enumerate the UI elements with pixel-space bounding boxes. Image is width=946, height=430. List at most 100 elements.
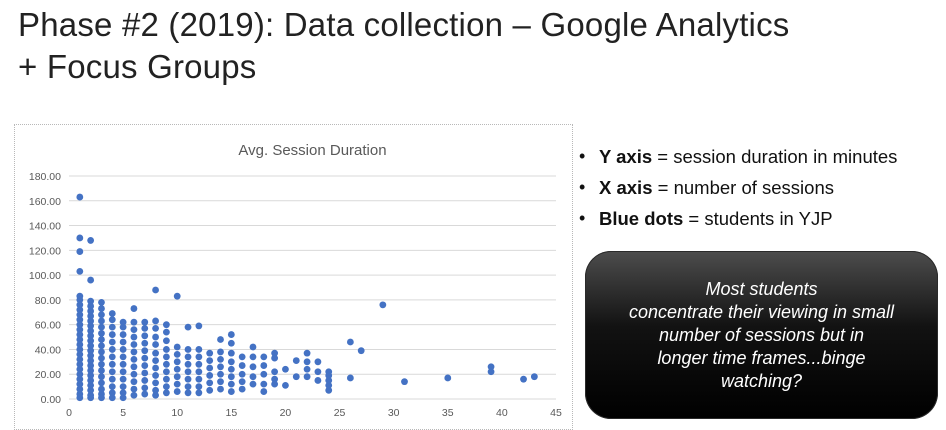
data-point — [249, 363, 257, 371]
data-point — [303, 365, 311, 373]
data-point — [87, 362, 95, 369]
data-point — [87, 327, 95, 335]
bullet-x-axis: X axis = number of sessions — [577, 172, 945, 203]
data-point — [271, 380, 279, 388]
data-point — [98, 298, 105, 306]
data-point — [227, 380, 235, 388]
data-point — [108, 346, 116, 353]
data-point — [98, 373, 105, 381]
data-point — [303, 358, 311, 366]
data-point — [108, 389, 116, 397]
data-point — [184, 323, 192, 331]
data-point — [379, 301, 387, 309]
bullet-y-axis-desc: = session duration in minutes — [652, 146, 898, 167]
y-tick-label: 40.00 — [35, 344, 61, 356]
x-tick-label: 15 — [225, 407, 237, 419]
data-point — [130, 378, 138, 386]
data-point — [76, 301, 84, 309]
data-point — [87, 307, 95, 315]
x-tick-label: 25 — [334, 407, 346, 419]
data-point — [152, 379, 159, 387]
data-point — [119, 353, 127, 361]
data-point — [152, 333, 159, 341]
data-point — [108, 316, 116, 324]
data-point — [130, 348, 138, 356]
data-point — [163, 353, 170, 361]
data-point — [76, 351, 84, 358]
data-point — [195, 346, 203, 353]
slide-title: Phase #2 (2019): Data collection – Googl… — [18, 4, 918, 88]
data-point — [487, 368, 495, 376]
data-point — [76, 311, 84, 319]
data-point — [76, 380, 84, 388]
data-point — [108, 353, 116, 361]
data-point — [227, 339, 235, 347]
data-point — [206, 379, 214, 387]
bullet-x-axis-term: X axis — [599, 177, 653, 198]
data-point — [206, 364, 214, 372]
chart-canvas: Avg. Session Duration 0.00 20.00 40.00 60.00… — [29, 142, 562, 419]
data-point — [282, 365, 289, 373]
bullet-blue-dots-term: Blue dots — [599, 208, 684, 229]
data-point — [195, 368, 203, 376]
data-point — [184, 375, 192, 383]
data-point — [227, 331, 235, 338]
data-point — [163, 360, 170, 368]
data-point — [217, 385, 224, 393]
data-point — [76, 355, 84, 363]
data-point — [130, 305, 138, 312]
data-point — [173, 358, 181, 366]
data-point — [130, 341, 138, 348]
data-point — [163, 321, 170, 329]
data-point — [260, 380, 268, 388]
data-point — [325, 381, 333, 389]
data-point — [119, 338, 127, 346]
data-point — [227, 358, 235, 366]
data-point — [130, 355, 138, 363]
data-point — [292, 373, 300, 381]
data-point — [76, 326, 84, 334]
data-point — [87, 372, 95, 379]
data-point — [87, 322, 95, 330]
data-point — [108, 375, 116, 383]
data-point — [87, 312, 95, 320]
data-point — [184, 383, 192, 391]
data-point — [87, 332, 95, 340]
data-point — [184, 368, 192, 376]
data-point — [152, 286, 159, 294]
data-point — [98, 342, 105, 350]
data-point — [271, 375, 279, 383]
x-tick-label: 35 — [442, 407, 454, 419]
data-point — [87, 352, 95, 360]
data-point — [108, 331, 116, 338]
data-point — [152, 317, 159, 325]
data-point — [119, 318, 127, 326]
data-point — [130, 333, 138, 341]
data-point — [87, 381, 95, 389]
data-point — [130, 391, 138, 399]
data-point — [76, 375, 84, 383]
data-point — [152, 349, 159, 357]
data-point — [227, 365, 235, 373]
data-point — [119, 360, 127, 368]
data-point — [119, 368, 127, 376]
data-point — [152, 364, 159, 372]
data-point — [87, 394, 95, 402]
data-point — [152, 341, 159, 348]
data-point — [87, 347, 95, 355]
data-point — [163, 383, 170, 391]
data-point — [195, 353, 203, 361]
data-point — [76, 394, 84, 402]
callout-box: Most students concentrate their viewing … — [585, 251, 938, 419]
x-tick-label: 40 — [496, 407, 508, 419]
data-point — [108, 310, 116, 317]
data-point — [206, 386, 214, 394]
data-point — [184, 389, 192, 397]
data-point — [98, 348, 105, 356]
data-point — [217, 348, 224, 356]
data-point — [206, 372, 214, 379]
data-point — [87, 367, 95, 374]
y-tick-label: 120.00 — [29, 245, 61, 257]
data-point — [260, 362, 268, 369]
data-point — [141, 384, 149, 392]
